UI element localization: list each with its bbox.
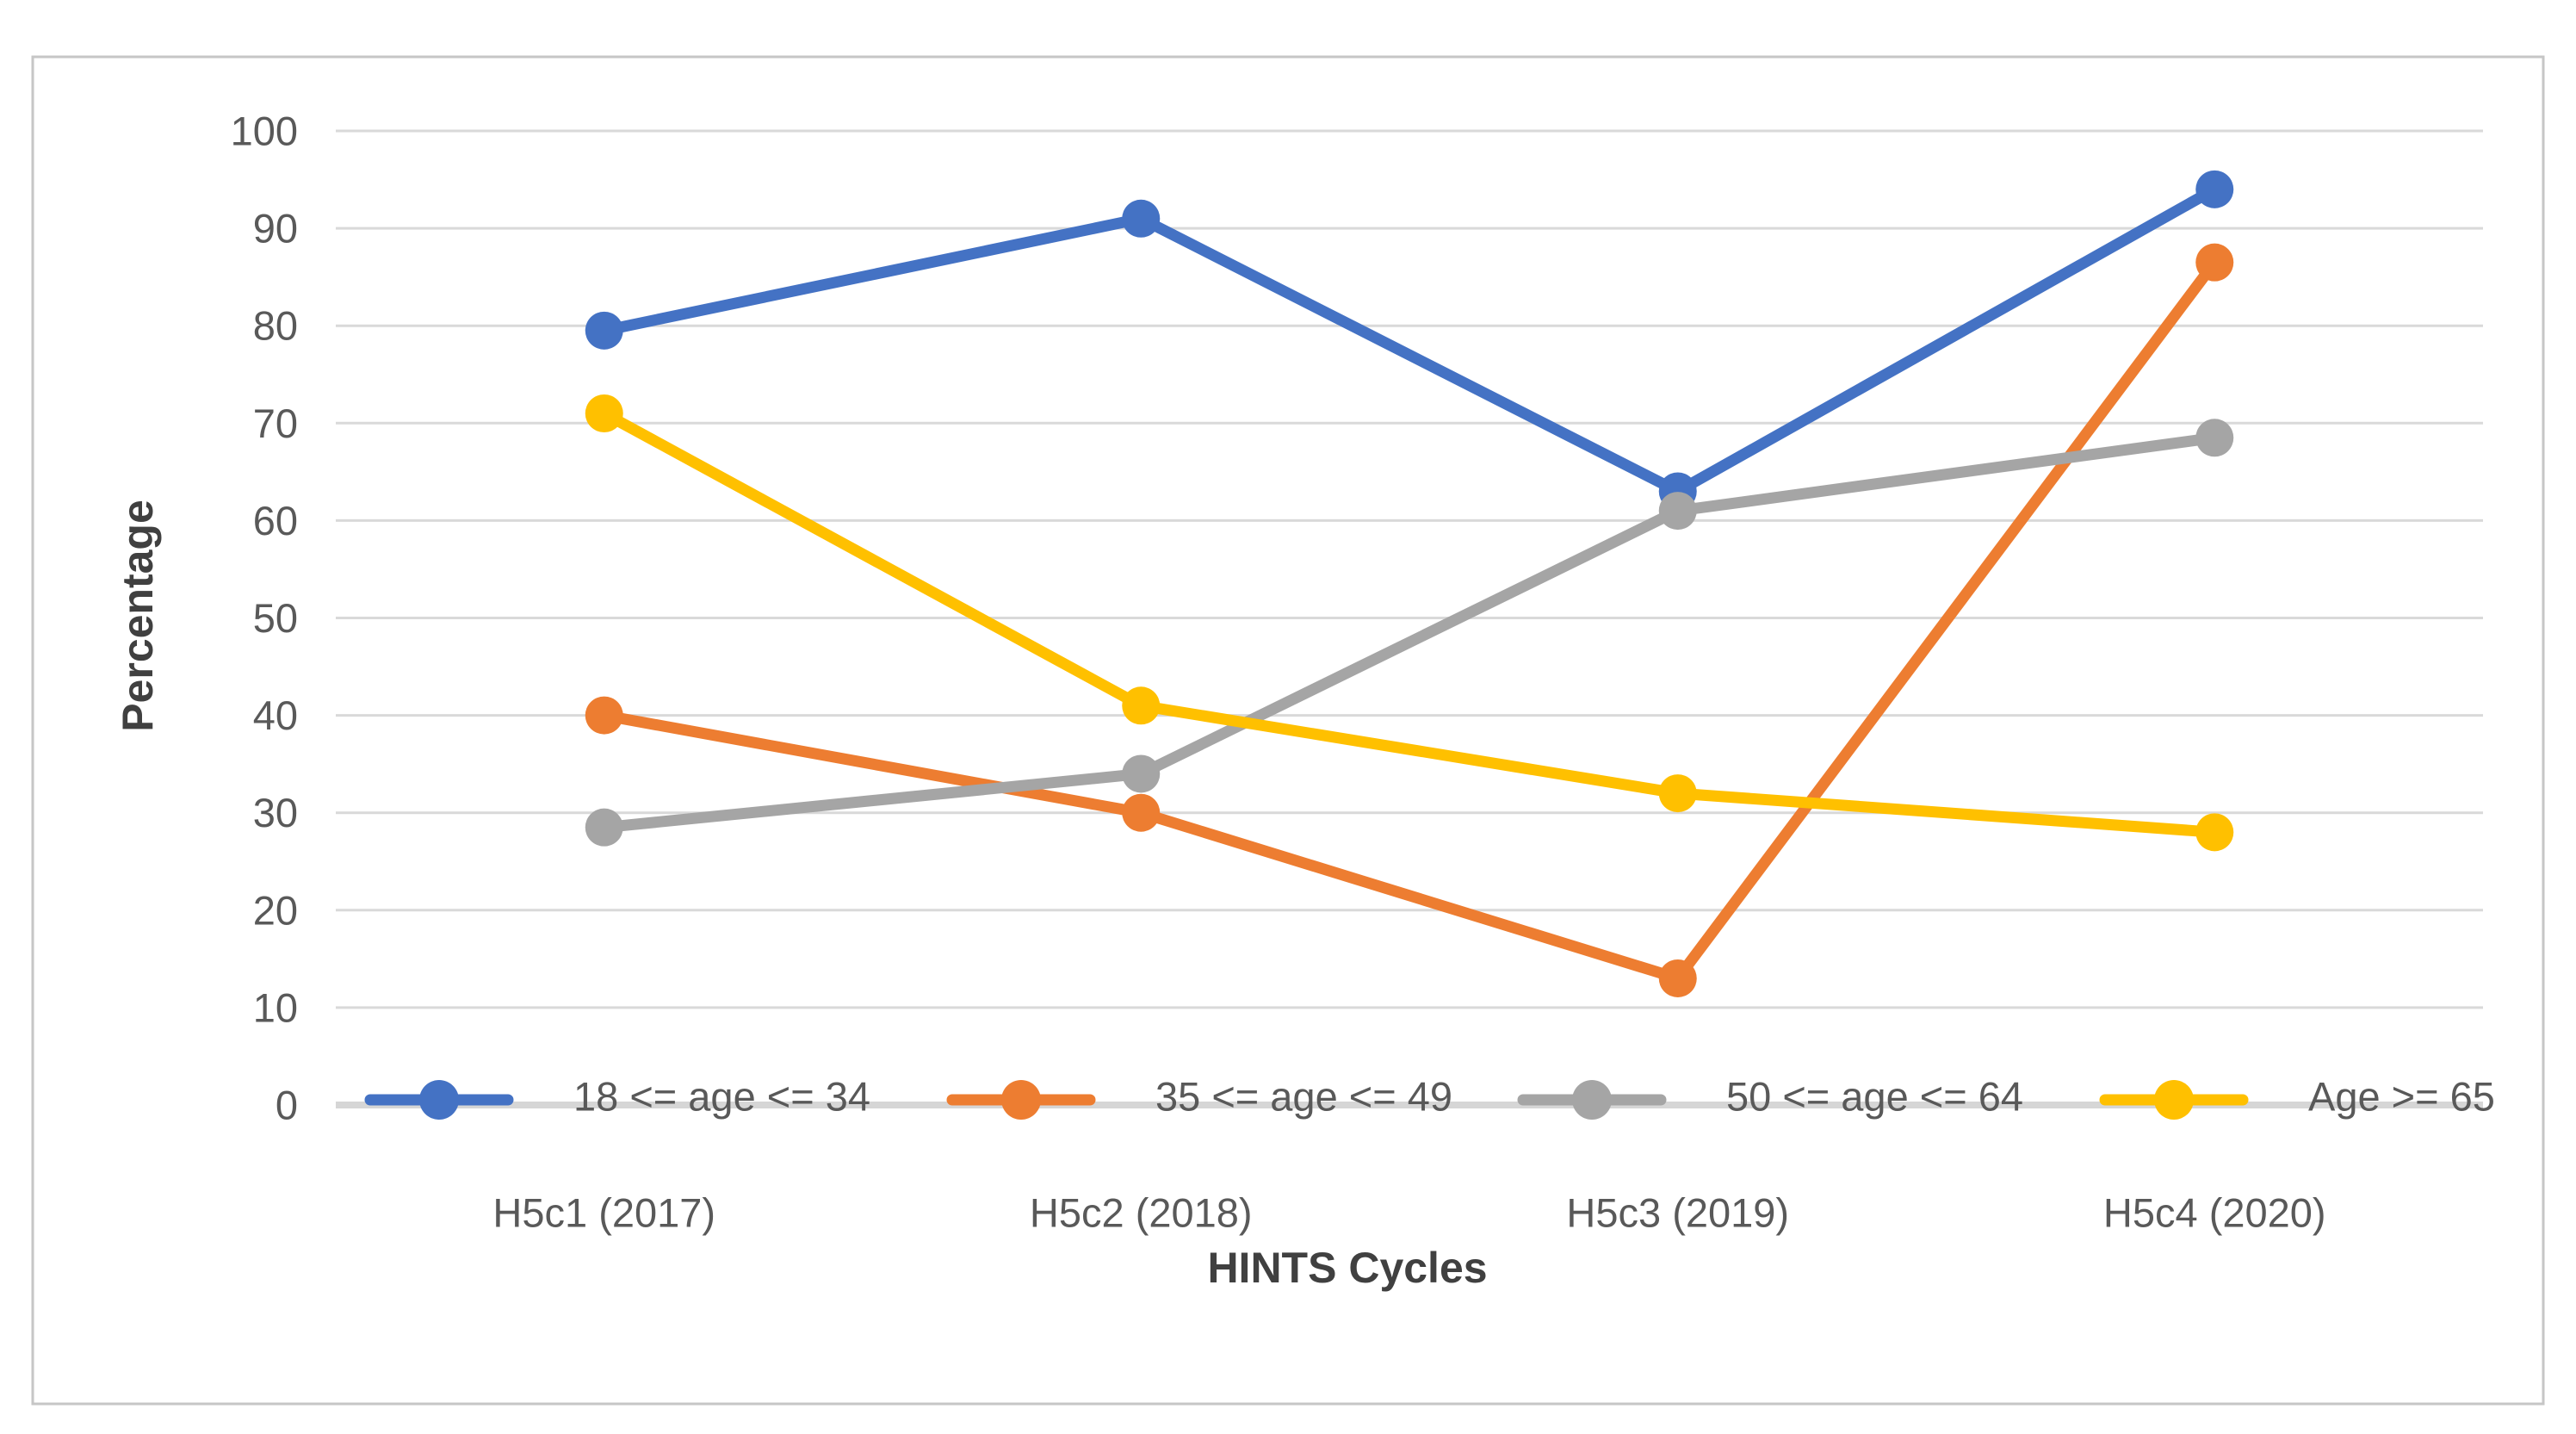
- legend-label: 18 <= age <= 34: [573, 1074, 870, 1120]
- series-1-point: [1122, 199, 1161, 238]
- x-tick-label: H5c3 (2019): [1566, 1190, 1789, 1236]
- series-1-point: [585, 311, 623, 350]
- series-2: [585, 243, 2234, 997]
- y-tick-label: 60: [253, 498, 298, 543]
- series-2-point: [1658, 959, 1697, 997]
- series-2-point: [1122, 793, 1161, 832]
- y-tick-label: 0: [276, 1083, 298, 1128]
- series-3-point: [1122, 754, 1161, 793]
- series-4: [585, 394, 2234, 852]
- series-1: [585, 170, 2234, 511]
- series-2-point: [2195, 243, 2234, 282]
- series-1-line: [598, 183, 2220, 497]
- y-tick-label: 50: [253, 595, 298, 641]
- series-3-point: [2195, 419, 2234, 457]
- x-tick-label: H5c1 (2017): [492, 1190, 715, 1236]
- legend-item: 18 <= age <= 34: [364, 1074, 870, 1120]
- gridlines: [336, 129, 2483, 1108]
- series-4-line: [598, 407, 2220, 838]
- legend-label: 50 <= age <= 64: [1726, 1074, 2023, 1120]
- series-4-point: [1658, 774, 1697, 813]
- y-tick-label: 70: [253, 400, 298, 446]
- y-tick-label: 10: [253, 984, 298, 1030]
- x-tick-label: H5c2 (2018): [1030, 1190, 1253, 1236]
- series-3-point: [585, 808, 623, 847]
- legend-item: 50 <= age <= 64: [1517, 1074, 2023, 1120]
- legend-item: 35 <= age <= 49: [946, 1074, 1452, 1120]
- series-2-line: [598, 257, 2220, 984]
- x-axis-title: HINTS Cycles: [1207, 1244, 1487, 1292]
- series-3-point: [1658, 492, 1697, 531]
- legend-item: Age >= 65: [2099, 1074, 2495, 1120]
- series-4-point: [1122, 686, 1161, 725]
- series-4-point: [585, 394, 623, 432]
- y-tick-label: 90: [253, 206, 298, 251]
- legend-marker-dot: [2154, 1080, 2194, 1120]
- legend-marker-dot: [419, 1080, 459, 1120]
- x-axis-labels: H5c1 (2017) H5c2 (2018) H5c3 (2019) H5c4 (2…: [492, 1190, 2325, 1236]
- y-axis-labels: 0 10 20 30 40 50 60 70 80 90 100: [231, 109, 298, 1128]
- legend-label: Age >= 65: [2308, 1074, 2495, 1120]
- series-4-point: [2195, 813, 2234, 852]
- y-tick-label: 80: [253, 303, 298, 349]
- y-tick-label: 40: [253, 692, 298, 738]
- series-3: [585, 419, 2234, 847]
- legend-marker-dot: [1001, 1080, 1041, 1120]
- y-axis-title: Percentage: [114, 500, 162, 732]
- y-tick-label: 30: [253, 790, 298, 835]
- x-tick-label: H5c4 (2020): [2103, 1190, 2326, 1236]
- legend: 18 <= age <= 34 35 <= age <= 49 50 <= age …: [364, 1074, 2495, 1120]
- y-tick-label: 100: [231, 109, 298, 154]
- series-2-point: [585, 696, 623, 735]
- y-tick-label: 20: [253, 887, 298, 933]
- legend-marker-dot: [1572, 1080, 1612, 1120]
- series-1-point: [2195, 170, 2234, 208]
- chart-frame: [31, 55, 2545, 1406]
- legend-label: 35 <= age <= 49: [1155, 1074, 1452, 1120]
- series-3-line: [598, 431, 2220, 834]
